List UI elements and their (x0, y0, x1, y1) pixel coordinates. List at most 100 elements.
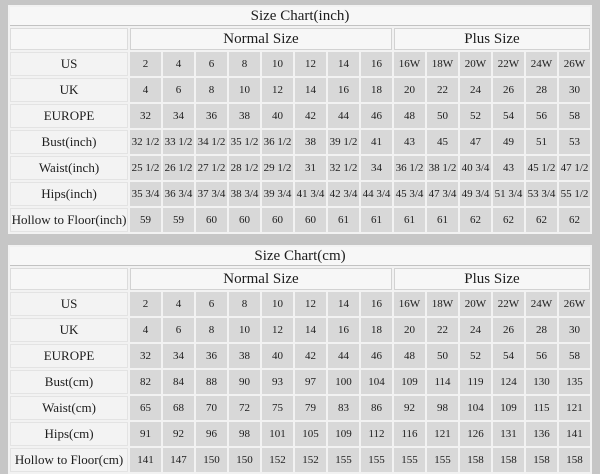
table-row: UK 4 6 8 10 12 14 16 18 20 22 24 26 28 30 (10, 78, 590, 102)
row-label: Waist(cm) (10, 396, 128, 420)
size-cell: 39 1/2 (328, 130, 359, 154)
size-cell: 40 (262, 344, 293, 368)
size-cell: 60 (229, 208, 260, 232)
size-cell: 60 (295, 208, 326, 232)
size-cell: 59 (130, 208, 161, 232)
table-title: Size Chart(cm) (10, 247, 590, 266)
size-cell: 68 (163, 396, 194, 420)
size-cell: 49 (493, 130, 524, 154)
size-cell: 62 (526, 208, 557, 232)
size-cell: 4 (163, 52, 194, 76)
size-cell: 155 (328, 448, 359, 472)
row-label: Bust(cm) (10, 370, 128, 394)
size-cell: 152 (295, 448, 326, 472)
size-cell: 42 (295, 344, 326, 368)
size-cell: 135 (559, 370, 590, 394)
row-label: Hollow to Floor(inch) (10, 208, 128, 232)
size-cell: 34 (163, 344, 194, 368)
size-cell: 104 (460, 396, 491, 420)
size-cell: 61 (427, 208, 458, 232)
size-cell: 8 (229, 52, 260, 76)
size-cell: 48 (394, 344, 425, 368)
size-cell: 36 (196, 104, 227, 128)
size-cell: 92 (163, 422, 194, 446)
size-cell: 124 (493, 370, 524, 394)
size-cell: 8 (196, 78, 227, 102)
size-cell: 60 (262, 208, 293, 232)
size-chart-cm-section: Size Chart(cm) Normal Size Plus Size US 2 4 6 8… (8, 234, 592, 474)
size-cell: 51 (526, 130, 557, 154)
table-row: Waist(inch) 25 1/2 26 1/2 27 1/2 28 1/2 29 1/… (10, 156, 590, 180)
size-cell: 115 (526, 396, 557, 420)
size-cell: 61 (361, 208, 392, 232)
size-cell: 6 (196, 52, 227, 76)
row-label: EUROPE (10, 104, 128, 128)
size-cell: 92 (394, 396, 425, 420)
size-cell: 16 (361, 52, 392, 76)
size-cell: 47 (460, 130, 491, 154)
size-cell: 12 (295, 52, 326, 76)
size-cell: 48 (394, 104, 425, 128)
row-label: Hips(inch) (10, 182, 128, 206)
size-cell: 4 (130, 78, 161, 102)
size-cell: 31 (295, 156, 326, 180)
table-title-row: Size Chart(cm) (10, 247, 590, 266)
size-cell: 150 (196, 448, 227, 472)
size-cell: 158 (493, 448, 524, 472)
corner-cell (10, 268, 128, 290)
size-cell: 26 1/2 (163, 156, 194, 180)
group-header: Normal Size (130, 268, 392, 290)
size-cell: 90 (229, 370, 260, 394)
size-cell: 41 3/4 (295, 182, 326, 206)
size-cell: 114 (427, 370, 458, 394)
size-cell: 98 (229, 422, 260, 446)
size-cell: 32 (130, 344, 161, 368)
size-cell: 4 (130, 318, 161, 342)
size-cell: 14 (295, 78, 326, 102)
size-cell: 32 1/2 (328, 156, 359, 180)
size-cell: 25 1/2 (130, 156, 161, 180)
size-cell: 62 (559, 208, 590, 232)
size-cell: 38 (295, 130, 326, 154)
size-cell: 26 (493, 78, 524, 102)
size-cell: 158 (559, 448, 590, 472)
size-cell: 155 (394, 448, 425, 472)
size-cell: 44 3/4 (361, 182, 392, 206)
size-cell: 39 3/4 (262, 182, 293, 206)
size-cell: 44 (328, 344, 359, 368)
size-cell: 50 (427, 104, 458, 128)
size-cell: 62 (493, 208, 524, 232)
size-cell: 62 (460, 208, 491, 232)
size-cell: 2 (130, 292, 161, 316)
row-label: Waist(inch) (10, 156, 128, 180)
size-cell: 38 (229, 344, 260, 368)
size-cell: 6 (163, 318, 194, 342)
size-cell: 36 (196, 344, 227, 368)
size-cell: 116 (394, 422, 425, 446)
size-cell: 32 (130, 104, 161, 128)
size-cell: 61 (328, 208, 359, 232)
size-cell: 24W (526, 292, 557, 316)
size-cell: 12 (262, 78, 293, 102)
size-cell: 88 (196, 370, 227, 394)
table-row: US 2 4 6 8 10 12 14 16 16W 18W 20W 22W 24W 26W (10, 292, 590, 316)
group-header: Plus Size (394, 268, 590, 290)
table-row: EUROPE 32 34 36 38 40 42 44 46 48 50 52 54 56 58 (10, 344, 590, 368)
size-cell: 36 3/4 (163, 182, 194, 206)
size-cell: 10 (229, 318, 260, 342)
size-cell: 12 (295, 292, 326, 316)
size-cell: 155 (427, 448, 458, 472)
size-cell: 59 (163, 208, 194, 232)
table-row: Bust(inch) 32 1/2 33 1/2 34 1/2 35 1/2 36 1/2… (10, 130, 590, 154)
size-cell: 40 3/4 (460, 156, 491, 180)
row-label: Hips(cm) (10, 422, 128, 446)
size-cell: 30 (559, 78, 590, 102)
size-cell: 26W (559, 52, 590, 76)
size-cell: 58 (559, 344, 590, 368)
size-cell: 130 (526, 370, 557, 394)
size-cell: 16W (394, 52, 425, 76)
size-cell: 20 (394, 318, 425, 342)
size-cell: 53 3/4 (526, 182, 557, 206)
size-cell: 72 (229, 396, 260, 420)
size-cell: 10 (262, 292, 293, 316)
